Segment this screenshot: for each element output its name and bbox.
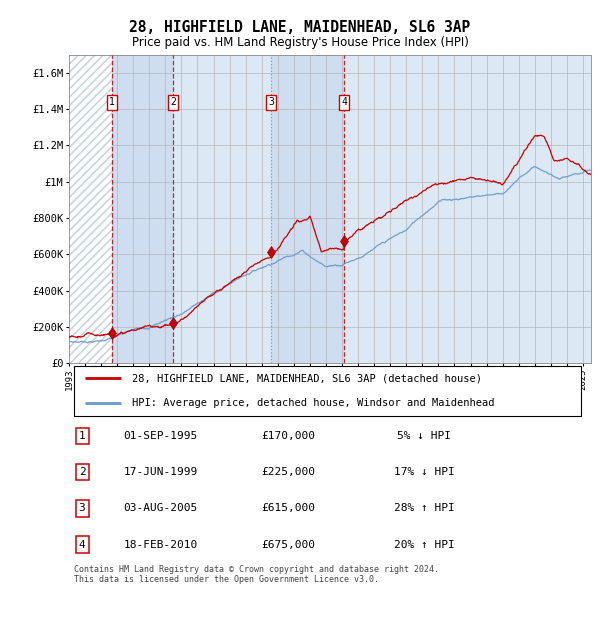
- Text: 17% ↓ HPI: 17% ↓ HPI: [394, 467, 454, 477]
- Text: Contains HM Land Registry data © Crown copyright and database right 2024.
This d: Contains HM Land Registry data © Crown c…: [74, 565, 439, 584]
- Text: £675,000: £675,000: [261, 539, 315, 549]
- Text: 3: 3: [268, 97, 274, 107]
- Text: £170,000: £170,000: [261, 432, 315, 441]
- Text: 20% ↑ HPI: 20% ↑ HPI: [394, 539, 454, 549]
- Text: 2: 2: [79, 467, 85, 477]
- Text: 1: 1: [109, 97, 115, 107]
- Text: £615,000: £615,000: [261, 503, 315, 513]
- Text: 5% ↓ HPI: 5% ↓ HPI: [397, 432, 451, 441]
- Text: 4: 4: [341, 97, 347, 107]
- Text: 28, HIGHFIELD LANE, MAIDENHEAD, SL6 3AP (detached house): 28, HIGHFIELD LANE, MAIDENHEAD, SL6 3AP …: [131, 373, 482, 383]
- Text: 4: 4: [79, 539, 85, 549]
- Text: 01-SEP-1995: 01-SEP-1995: [123, 432, 197, 441]
- Text: 18-FEB-2010: 18-FEB-2010: [123, 539, 197, 549]
- Text: Price paid vs. HM Land Registry's House Price Index (HPI): Price paid vs. HM Land Registry's House …: [131, 36, 469, 49]
- Text: 2: 2: [170, 97, 176, 107]
- Text: 28% ↑ HPI: 28% ↑ HPI: [394, 503, 454, 513]
- Bar: [271, 55, 344, 363]
- Text: HPI: Average price, detached house, Windsor and Maidenhead: HPI: Average price, detached house, Wind…: [131, 399, 494, 409]
- Text: £225,000: £225,000: [261, 467, 315, 477]
- Text: 17-JUN-1999: 17-JUN-1999: [123, 467, 197, 477]
- Text: 3: 3: [79, 503, 85, 513]
- Text: 28, HIGHFIELD LANE, MAIDENHEAD, SL6 3AP: 28, HIGHFIELD LANE, MAIDENHEAD, SL6 3AP: [130, 20, 470, 35]
- Text: 1: 1: [79, 432, 85, 441]
- Bar: [69, 55, 112, 363]
- Text: 03-AUG-2005: 03-AUG-2005: [123, 503, 197, 513]
- Bar: [112, 55, 173, 363]
- FancyBboxPatch shape: [74, 366, 581, 416]
